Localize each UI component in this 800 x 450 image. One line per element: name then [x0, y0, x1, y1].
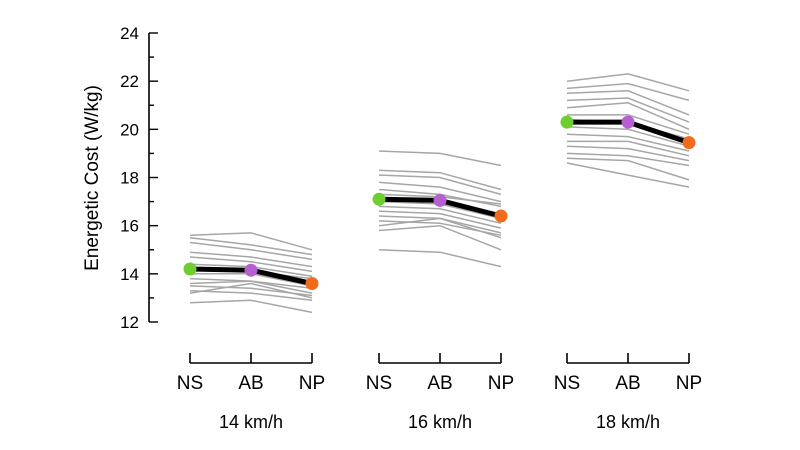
x-tick-label: NS [177, 373, 203, 394]
group-1: NS AB NP 14 km/h [177, 232, 325, 432]
y-tick-label: 22 [120, 72, 139, 91]
y-axis: 12 14 16 18 20 22 24 [120, 24, 158, 332]
individual-line [378, 217, 502, 239]
individual-line [378, 150, 502, 167]
mean-point-ab [621, 115, 635, 129]
x-tick-label: NP [488, 373, 514, 394]
individual-line [378, 249, 502, 268]
individual-line [566, 97, 690, 123]
y-tick-label: 16 [120, 217, 139, 236]
group-label: 18 km/h [596, 412, 660, 432]
mean-point-ab [433, 193, 447, 207]
individual-line [189, 282, 313, 299]
individual-line [189, 280, 313, 294]
individual-line [566, 126, 690, 147]
individual-line [566, 73, 690, 92]
individual-line [566, 145, 690, 162]
mean-point-ns [372, 192, 386, 206]
x-tick-label: NS [554, 373, 580, 394]
mean-point-ab [244, 263, 258, 277]
groups: NS AB NP 14 km/h NS AB NP 16 km/h NS AB NP 18 km/h [177, 73, 702, 432]
individual-line [189, 299, 313, 314]
group-3: NS AB NP 18 km/h [554, 73, 702, 432]
y-tick-label: 12 [120, 313, 139, 332]
individual-line [567, 140, 690, 157]
x-tick-label: NP [299, 373, 325, 394]
y-tick-label: 20 [120, 120, 139, 139]
x-tick-label: AB [238, 373, 263, 394]
x-tick-label: AB [427, 373, 452, 394]
individual-line [566, 157, 690, 181]
y-axis-title: Energetic Cost (W/kg) [82, 85, 103, 271]
x-tick-label: AB [615, 373, 640, 394]
individual-line [566, 162, 690, 188]
mean-point-np [494, 209, 508, 223]
individual-line [189, 256, 313, 273]
individual-line [189, 232, 313, 251]
individual-line [378, 181, 502, 203]
y-tick-label: 14 [120, 265, 139, 284]
group-label: 14 km/h [219, 412, 283, 432]
individual-line [566, 82, 690, 102]
x-tick-label: NP [676, 373, 702, 394]
individual-line [189, 289, 313, 302]
x-tick-label: NS [366, 373, 392, 394]
individual-line [378, 205, 502, 225]
individual-line [567, 114, 690, 135]
individual-line [378, 224, 502, 251]
individual-line [378, 174, 502, 196]
mean-point-ns [183, 262, 197, 276]
individual-line [566, 102, 690, 130]
mean-point-np [682, 136, 696, 150]
individual-line [189, 241, 313, 261]
y-tick-label: 18 [120, 169, 139, 188]
mean-point-ns [560, 115, 574, 129]
individual-line [378, 169, 502, 191]
individual-line [566, 152, 690, 167]
individual-line [189, 251, 313, 268]
mean-point-np [305, 277, 319, 290]
individual-line [566, 90, 690, 116]
group-label: 16 km/h [408, 412, 472, 432]
individual-line [378, 210, 502, 229]
group-2: NS AB NP 16 km/h [366, 150, 514, 432]
individual-line [566, 133, 690, 152]
individual-line [189, 236, 313, 256]
y-tick-label: 24 [120, 24, 139, 43]
